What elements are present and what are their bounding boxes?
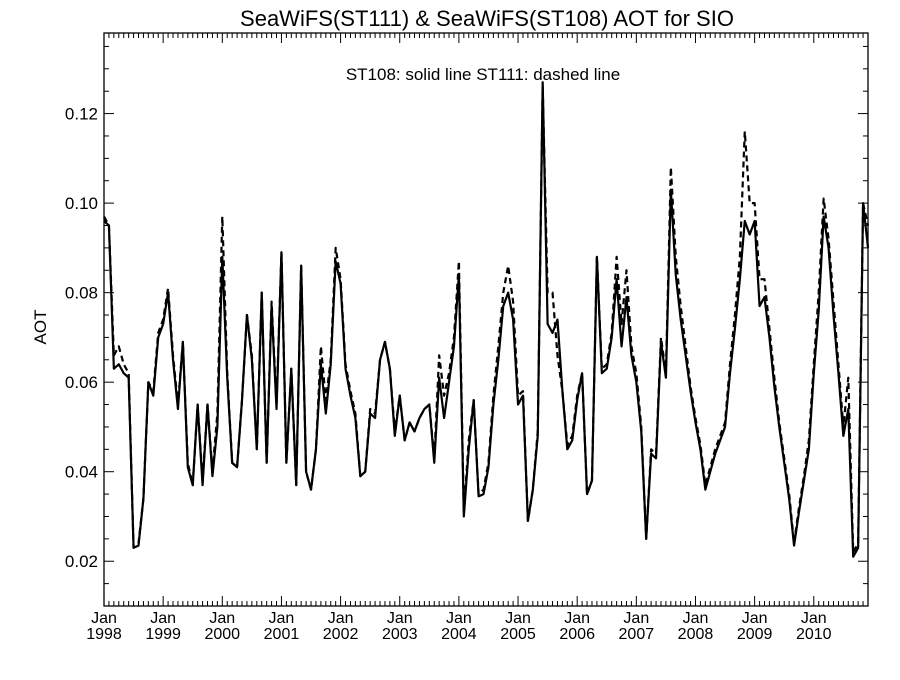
x-tick-label-month: Jan bbox=[564, 610, 590, 627]
x-tick-label-month: Jan bbox=[742, 610, 768, 627]
x-tick-label-month: Jan bbox=[269, 610, 295, 627]
x-tick-label-month: Jan bbox=[623, 610, 649, 627]
plot-frame bbox=[103, 32, 869, 607]
x-tick-label-year: 2004 bbox=[441, 626, 477, 643]
x-tick-label-year: 2001 bbox=[264, 626, 300, 643]
x-tick-label-month: Jan bbox=[150, 610, 176, 627]
x-tick-label-year: 2009 bbox=[737, 626, 773, 643]
y-tick-label: 0.08 bbox=[65, 284, 98, 303]
x-tick-label-year: 1999 bbox=[145, 626, 181, 643]
chart-annotation: ST108: solid line ST111: dashed line bbox=[346, 65, 620, 84]
x-tick-label-month: Jan bbox=[683, 610, 709, 627]
x-tick-label-month: Jan bbox=[801, 610, 827, 627]
x-tick-label-month: Jan bbox=[505, 610, 531, 627]
y-tick-label: 0.04 bbox=[65, 463, 98, 482]
x-tick-label-year: 2002 bbox=[323, 626, 359, 643]
x-tick-label-month: Jan bbox=[209, 610, 235, 627]
chart-title: SeaWiFS(ST111) & SeaWiFS(ST108) AOT for … bbox=[240, 6, 734, 31]
y-axis-label: AOT bbox=[31, 310, 50, 345]
x-tick-label-year: 2008 bbox=[678, 626, 714, 643]
series-line-st108 bbox=[103, 81, 870, 558]
x-tick-label-month: Jan bbox=[387, 610, 413, 627]
x-tick-label-year: 2007 bbox=[619, 626, 655, 643]
y-tick-label: 0.12 bbox=[65, 105, 98, 124]
x-tick-label-year: 1998 bbox=[86, 626, 122, 643]
y-tick-label: 0.10 bbox=[65, 194, 98, 213]
axes-layer: 0.020.040.060.080.100.12Jan1998Jan1999Ja… bbox=[65, 33, 869, 643]
y-tick-label: 0.06 bbox=[65, 373, 98, 392]
x-tick-label-year: 2010 bbox=[796, 626, 832, 643]
x-tick-label-year: 2005 bbox=[500, 626, 536, 643]
y-tick-label: 0.02 bbox=[65, 552, 98, 571]
x-tick-label-month: Jan bbox=[91, 610, 117, 627]
x-tick-label-year: 2000 bbox=[204, 626, 240, 643]
x-tick-label-month: Jan bbox=[446, 610, 472, 627]
x-tick-label-year: 2006 bbox=[559, 626, 595, 643]
x-tick-label-month: Jan bbox=[328, 610, 354, 627]
series-layer bbox=[103, 81, 870, 558]
x-tick-label-year: 2003 bbox=[382, 626, 418, 643]
